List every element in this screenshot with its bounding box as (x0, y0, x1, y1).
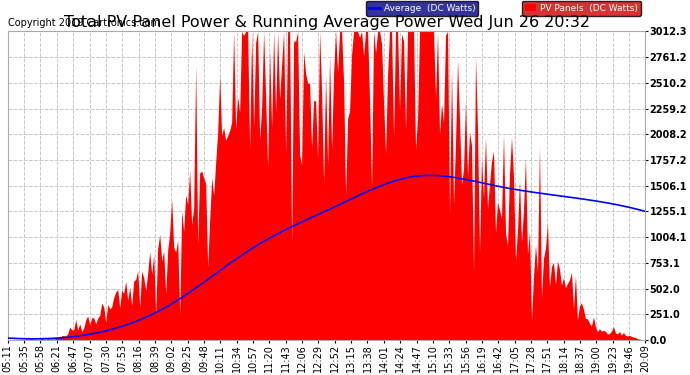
Text: Copyright 2019 Cartronics.com: Copyright 2019 Cartronics.com (8, 18, 160, 28)
Title: Total PV Panel Power & Running Average Power Wed Jun 26 20:32: Total PV Panel Power & Running Average P… (63, 15, 589, 30)
Legend: PV Panels  (DC Watts): PV Panels (DC Watts) (522, 0, 641, 16)
